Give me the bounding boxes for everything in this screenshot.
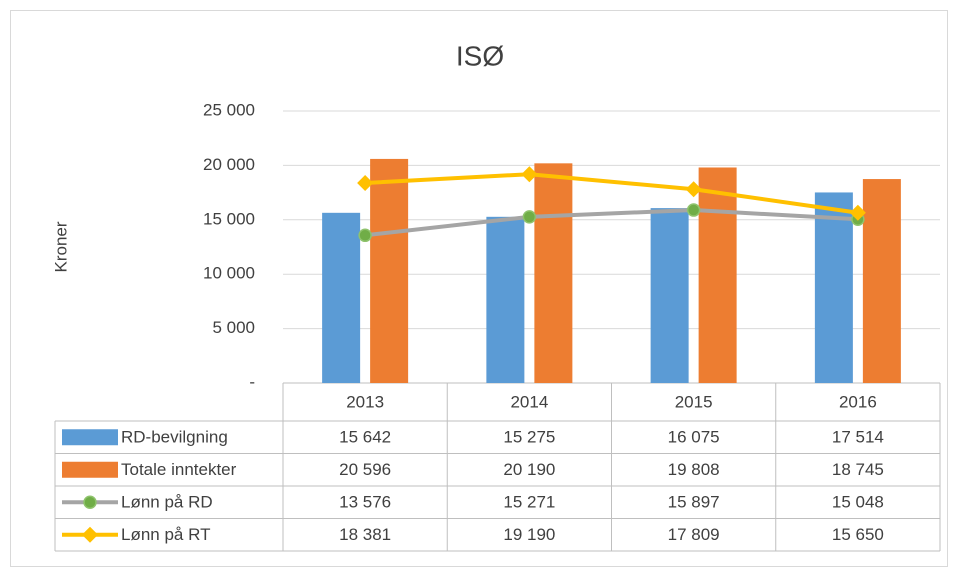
bar xyxy=(486,216,525,383)
table-value: 15 271 xyxy=(503,493,555,512)
bar xyxy=(862,179,901,383)
line-marker xyxy=(358,228,372,243)
chart-border xyxy=(10,10,948,567)
table-value: 19 808 xyxy=(668,460,720,479)
x-tick-label: 2013 xyxy=(346,392,384,411)
x-tick-label: 2016 xyxy=(839,392,877,411)
legend-marker xyxy=(83,495,97,509)
bar xyxy=(650,208,689,383)
y-tick-label: 10 000 xyxy=(203,264,255,283)
legend-key xyxy=(62,429,118,446)
y-tick-label: 20 000 xyxy=(203,155,255,174)
y-axis-label: Kroner xyxy=(51,221,70,272)
line-marker xyxy=(521,166,538,183)
table-value: 15 048 xyxy=(832,493,884,512)
legend-key xyxy=(62,461,118,478)
table-value: 15 642 xyxy=(339,428,391,447)
table-value: 15 275 xyxy=(503,428,555,447)
legend-label: Lønn på RT xyxy=(121,525,210,544)
y-tick-label: 25 000 xyxy=(203,100,255,119)
line-marker xyxy=(522,210,537,224)
legend-label: Lønn på RD xyxy=(121,493,213,512)
line-marker xyxy=(849,204,866,221)
table-value: 17 809 xyxy=(668,525,720,544)
table-value: 15 897 xyxy=(668,493,720,512)
x-tick-label: 2015 xyxy=(675,392,713,411)
legend-label: RD-bevilgning xyxy=(121,428,228,447)
line xyxy=(364,208,858,238)
bar xyxy=(698,167,737,383)
table-value: 19 190 xyxy=(503,525,555,544)
chart-title: ISØ xyxy=(456,40,504,71)
bar xyxy=(322,212,361,383)
y-tick-label: 5 000 xyxy=(212,318,255,337)
legend-label: Totale inntekter xyxy=(121,460,237,479)
table-value: 20 190 xyxy=(503,460,555,479)
table-value: 18 745 xyxy=(832,460,884,479)
table-value: 20 596 xyxy=(339,460,391,479)
line-marker xyxy=(357,175,374,192)
y-tick-label: 15 000 xyxy=(203,209,255,228)
bar xyxy=(370,158,409,383)
legend-marker xyxy=(82,526,98,543)
bar xyxy=(534,163,573,383)
line-marker xyxy=(686,203,701,217)
x-tick-label: 2014 xyxy=(510,392,548,411)
table-value: 15 650 xyxy=(832,525,884,544)
bar xyxy=(814,192,853,383)
table-value: 18 381 xyxy=(339,525,391,544)
line xyxy=(365,172,859,215)
table-value: 16 075 xyxy=(668,428,720,447)
y-tick-label: - xyxy=(249,372,255,391)
table-value: 17 514 xyxy=(832,428,884,447)
line-marker xyxy=(685,181,702,198)
table-value: 13 576 xyxy=(339,493,391,512)
